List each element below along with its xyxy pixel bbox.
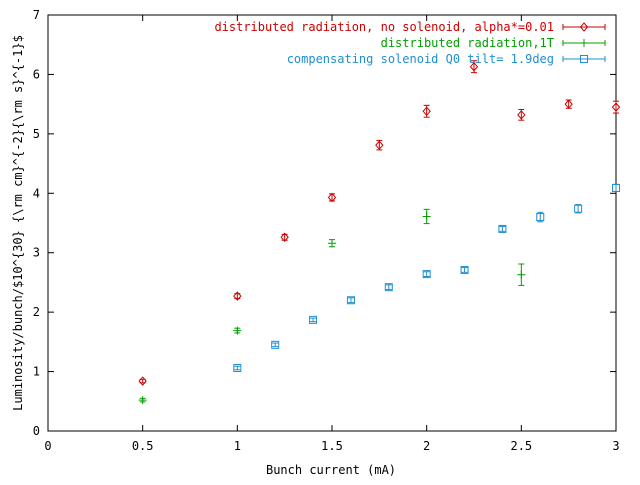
y-tick-label: 7 — [33, 8, 40, 22]
square-marker — [309, 315, 318, 324]
diamond-marker — [375, 140, 384, 150]
diamond-marker — [564, 99, 573, 109]
data-point — [564, 99, 573, 109]
diamond-marker — [422, 106, 431, 117]
plus-marker — [328, 239, 336, 248]
x-tick-label: 3 — [612, 439, 619, 453]
plus-marker — [422, 212, 431, 221]
y-tick-label: 6 — [33, 67, 40, 81]
plus-marker — [138, 396, 147, 405]
data-point — [271, 340, 280, 349]
square-marker — [612, 183, 620, 192]
data-point — [536, 211, 545, 223]
data-point — [422, 270, 431, 279]
data-point — [233, 291, 242, 301]
series-1 — [138, 60, 621, 386]
data-point — [422, 104, 431, 118]
square-marker — [460, 265, 469, 274]
square-marker — [422, 270, 431, 279]
data-point — [574, 204, 583, 214]
diamond-marker — [579, 22, 589, 32]
x-tick-label: 2.5 — [510, 439, 532, 453]
axes — [47, 14, 617, 432]
data-point — [460, 265, 469, 274]
data-point — [498, 224, 507, 233]
square-marker — [233, 364, 242, 373]
data-point — [280, 232, 289, 243]
square-marker — [271, 340, 280, 349]
square-marker — [346, 296, 355, 305]
x-axis-label: Bunch current (mA) — [266, 463, 396, 477]
data-point — [384, 283, 393, 292]
square-marker — [536, 213, 545, 222]
data-point — [517, 263, 526, 286]
diamond-marker — [517, 110, 526, 120]
diamond-marker — [138, 376, 147, 386]
data-point — [346, 296, 355, 305]
data-point — [422, 208, 431, 225]
data-point — [611, 100, 621, 114]
data-point — [138, 376, 147, 386]
plot-frame — [47, 14, 617, 432]
data-points — [138, 60, 621, 405]
data-point — [233, 364, 242, 373]
series-3 — [233, 183, 620, 373]
plus-marker — [517, 270, 526, 279]
x-tick-label: 0 — [44, 439, 51, 453]
diamond-marker — [611, 102, 621, 112]
y-tick-label: 0 — [33, 424, 40, 438]
x-tick-label: 2 — [423, 439, 430, 453]
legend-label: distributed radiation, no solenoid, alph… — [214, 20, 554, 34]
plus-marker — [233, 326, 242, 335]
data-point — [517, 108, 526, 121]
data-point — [233, 326, 242, 335]
x-tick-label: 0.5 — [132, 439, 154, 453]
legend-label: distributed radiation,1T — [381, 36, 554, 50]
legend-label: compensating solenoid Q0 tilt= 1.9deg — [287, 52, 554, 66]
data-point — [328, 239, 336, 248]
y-tick-label: 1 — [33, 365, 40, 379]
square-marker — [580, 55, 588, 63]
data-point — [375, 139, 384, 151]
y-tick-label: 4 — [33, 186, 40, 200]
x-tick-label: 1 — [234, 439, 241, 453]
square-marker — [384, 283, 393, 292]
data-point — [327, 192, 337, 203]
diamond-marker — [233, 291, 242, 301]
series-2 — [138, 208, 526, 405]
diamond-marker — [280, 232, 289, 243]
plus-marker — [580, 39, 588, 47]
data-point — [309, 315, 318, 324]
y-tick-label: 5 — [33, 127, 40, 141]
x-tick-label: 1.5 — [321, 439, 343, 453]
diamond-marker — [327, 192, 337, 203]
data-point — [469, 60, 479, 74]
ticks: 0 0.5 1 1.5 2 2.5 3 0 1 2 3 4 5 6 7 — [33, 8, 620, 453]
y-tick-label: 3 — [33, 246, 40, 260]
y-tick-label: 2 — [33, 305, 40, 319]
square-marker — [498, 224, 507, 233]
data-point — [138, 396, 147, 405]
data-point — [612, 183, 620, 193]
square-marker — [574, 204, 583, 213]
legend: distributed radiation, no solenoid, alph… — [214, 20, 606, 66]
y-axis-label: Luminosity/bunch/$10^{30} {\rm cm}^{-2}{… — [11, 35, 25, 411]
diamond-marker — [469, 61, 479, 72]
